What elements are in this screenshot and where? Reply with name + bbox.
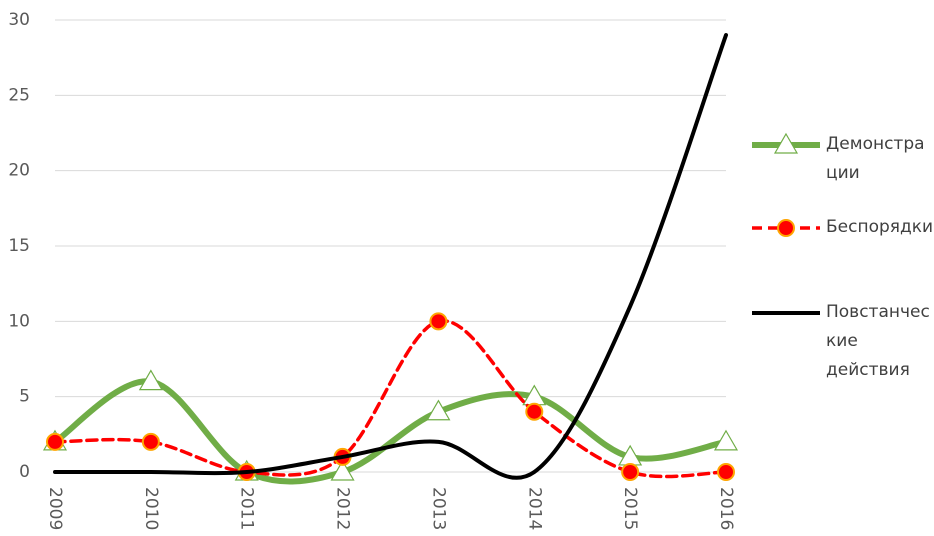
marker-triangle	[330, 459, 355, 481]
x-tick-label: 2009	[45, 487, 65, 530]
legend-label: Беспорядки	[826, 217, 934, 237]
marker-triangle	[138, 369, 163, 391]
x-tick-label: 2015	[620, 487, 640, 530]
legend-marker	[777, 219, 795, 237]
marker-triangle	[426, 399, 451, 421]
y-tick-label: 20	[8, 161, 30, 181]
y-tick-label: 10	[8, 311, 30, 331]
marker-circle	[46, 432, 64, 451]
y-tick-label: 30	[8, 10, 30, 30]
x-tick-label: 2011	[237, 487, 257, 530]
legend-label: Демонстрации	[826, 134, 925, 183]
marker-circle	[525, 402, 544, 421]
x-tick-label: 2013	[428, 487, 448, 530]
x-tick-label: 2014	[524, 487, 544, 530]
legend-label: Повстанческие действия	[826, 302, 930, 380]
marker-circle	[429, 312, 448, 331]
x-tick-label: 2010	[141, 487, 161, 530]
y-tick-label: 15	[8, 236, 30, 256]
x-tick-label: 2016	[716, 487, 736, 530]
marker-circle	[141, 432, 160, 451]
marker-triangle	[713, 429, 739, 451]
marker-circle	[621, 463, 640, 481]
y-tick-label: 5	[19, 387, 30, 407]
y-tick-label: 0	[19, 462, 30, 482]
x-tick-label: 2012	[333, 487, 353, 530]
y-tick-label: 25	[8, 85, 30, 105]
series-line	[53, 33, 728, 480]
legend-marker	[773, 132, 799, 154]
marker-circle	[717, 463, 735, 481]
series-line	[53, 319, 728, 479]
